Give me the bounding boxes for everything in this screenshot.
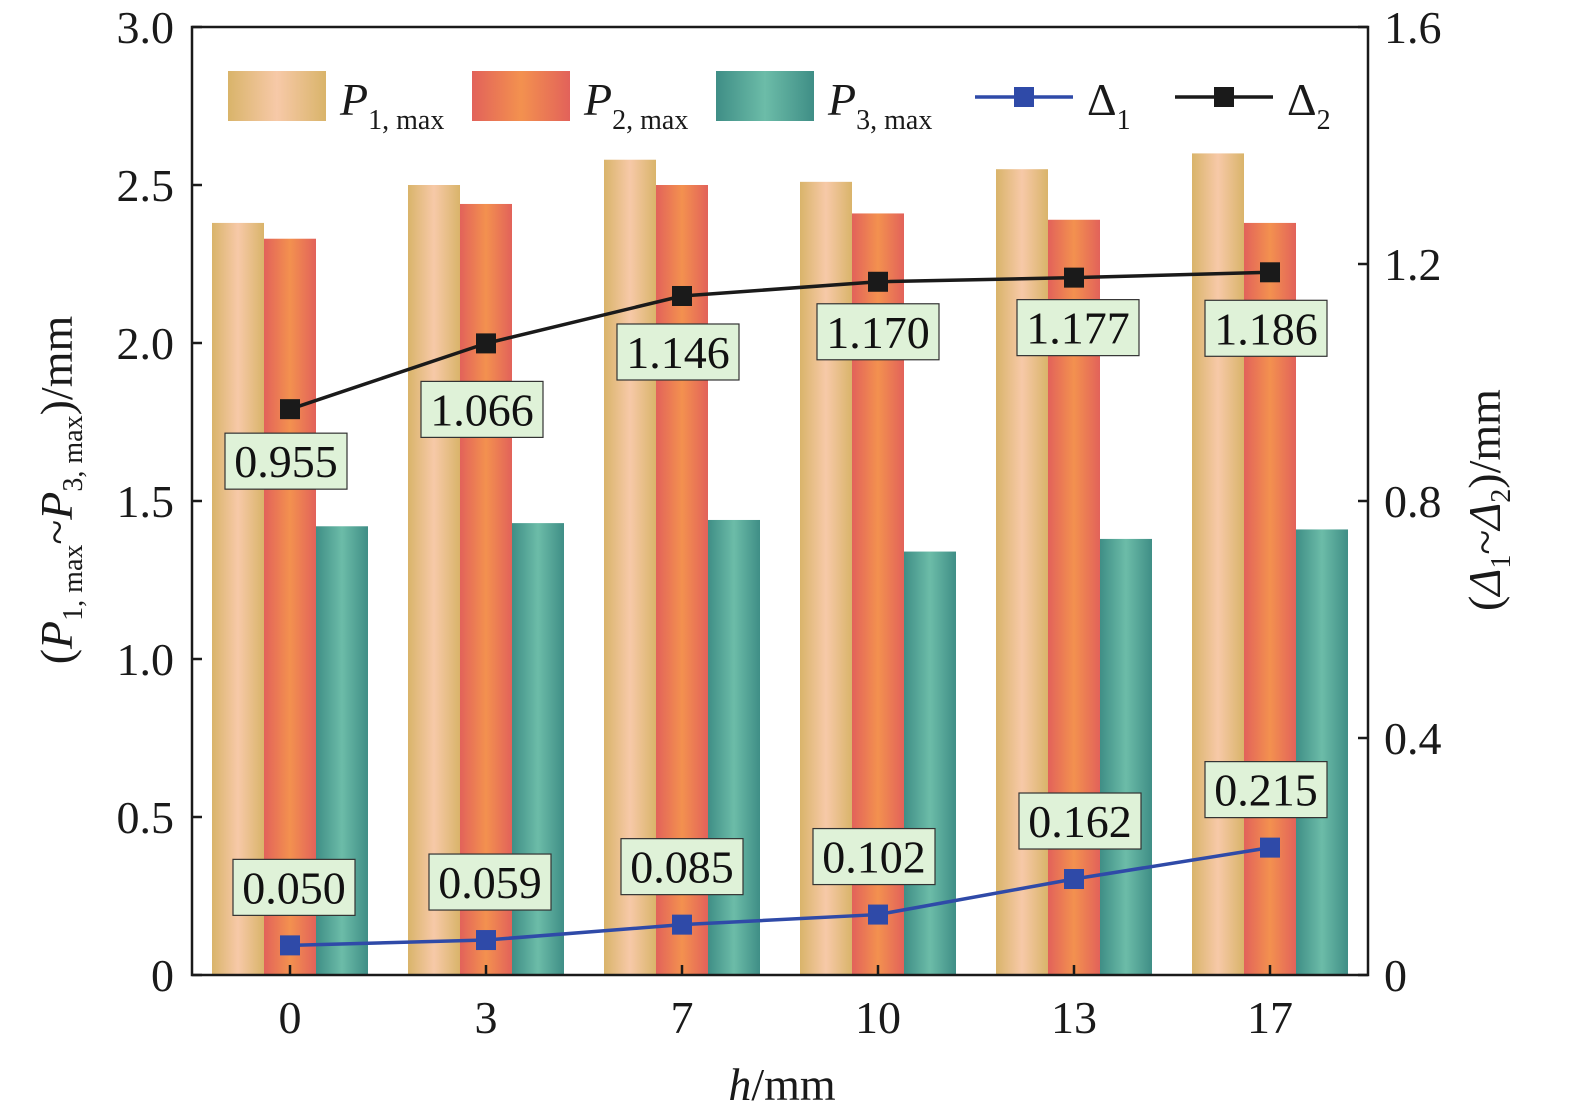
- plot-frame: [192, 27, 1368, 975]
- marker-delta1-h7: [672, 915, 692, 935]
- legend-label: Δ1: [1087, 74, 1131, 136]
- data-label-delta1-h7: 0.085: [621, 839, 743, 895]
- x-tick-label: 7: [671, 992, 694, 1043]
- data-label-delta2-h17: 1.186: [1205, 300, 1327, 356]
- y-right-d1: Δ: [1459, 569, 1510, 598]
- data-label-text: 1.186: [1214, 303, 1318, 354]
- marker-delta1-h0: [280, 935, 300, 955]
- data-label-delta1-h13: 0.162: [1019, 793, 1141, 849]
- data-label-delta2-h0: 0.955: [225, 433, 347, 489]
- legend-item-line2: Δ2: [1175, 74, 1331, 136]
- legend-item-line1: Δ1: [975, 74, 1131, 136]
- legend-marker: [1014, 87, 1034, 107]
- chart: 0.050 0.059 0.085 0.102 0.162 0.215 0.955 1.066…: [0, 0, 1575, 1117]
- y-left-p3: P: [31, 492, 82, 521]
- data-label-delta1-h0: 0.050: [233, 859, 355, 915]
- bar-series3-h17: [1296, 529, 1348, 975]
- data-label-text: 0.059: [438, 857, 542, 908]
- y-axis-left-title: (P1, max~P3, max)/mm: [31, 316, 89, 665]
- y-right-tick-label: 1.2: [1384, 239, 1442, 290]
- marker-delta1-h10: [868, 905, 888, 925]
- data-label-text: 1.170: [826, 307, 930, 358]
- marker-delta2-h3: [476, 333, 496, 353]
- legend-marker: [1214, 87, 1234, 107]
- data-label-delta2-h10: 1.170: [817, 304, 939, 360]
- data-label-delta1-h10: 0.102: [813, 829, 935, 885]
- data-label-text: 0.050: [242, 862, 346, 913]
- marker-delta2-h17: [1260, 262, 1280, 282]
- legend-item-bar2: P2, max: [472, 71, 688, 136]
- legend-item-bar1: P1, max: [228, 71, 444, 136]
- x-axis-title-var: h: [728, 1059, 751, 1110]
- data-label-text: 0.955: [234, 436, 338, 487]
- legend-swatch: [472, 71, 570, 121]
- y-left-tick-label: 3.0: [117, 2, 175, 53]
- legend-label: P2, max: [583, 74, 688, 136]
- x-tick-label: 10: [855, 992, 901, 1043]
- y-right-d1-sub: 1: [1486, 555, 1517, 569]
- data-label-text: 1.066: [430, 384, 534, 435]
- y-right-open: (: [1459, 596, 1510, 611]
- data-label-delta2-h3: 1.066: [421, 381, 543, 437]
- x-axis-title-unit: /mm: [751, 1059, 836, 1110]
- marker-delta2-h0: [280, 399, 300, 419]
- data-label-delta2-h7: 1.146: [617, 324, 739, 380]
- bars-layer: [212, 153, 1348, 975]
- legend-label: Δ2: [1287, 74, 1331, 136]
- data-label-delta2-h13: 1.177: [1017, 300, 1139, 356]
- y-right-tick-label: 0.8: [1384, 476, 1442, 527]
- marker-delta2-h10: [868, 272, 888, 292]
- bar-series3-h13: [1100, 539, 1152, 975]
- data-label-text: 1.146: [626, 327, 730, 378]
- y-left-tick-label: 2.5: [117, 160, 175, 211]
- data-label-text: 0.215: [1214, 765, 1318, 816]
- y-right-close: )/mm: [1459, 389, 1510, 489]
- marker-delta1-h13: [1064, 869, 1084, 889]
- data-label-text: 0.085: [630, 842, 734, 893]
- data-label-delta1-h17: 0.215: [1205, 762, 1327, 818]
- bar-series3-h10: [904, 552, 956, 975]
- y-left-open: (: [31, 649, 82, 664]
- data-labels-layer: 0.050 0.059 0.085 0.102 0.162 0.215 0.955 1.066…: [225, 300, 1327, 916]
- data-label-text: 0.102: [822, 832, 926, 883]
- legend-swatch: [716, 71, 814, 121]
- y-left-tick-label: 0: [151, 950, 174, 1001]
- y-right-d2: Δ: [1459, 503, 1510, 532]
- y-right-tick-label: 0.4: [1384, 713, 1442, 764]
- y-left-close: )/mm: [31, 316, 82, 416]
- y-left-p3-sub: 3, max: [58, 415, 89, 491]
- y-left-tilde: ~: [31, 520, 82, 545]
- y-right-tick-label: 0: [1384, 950, 1407, 1001]
- y-left-p1-sub: 1, max: [58, 545, 89, 621]
- legend: P1, max P2, max P3, max Δ1 Δ2: [228, 71, 1331, 136]
- x-tick-label: 0: [279, 992, 302, 1043]
- marker-delta1-h3: [476, 930, 496, 950]
- y-left-tick-label: 1.0: [117, 634, 175, 685]
- data-label-text: 0.162: [1028, 796, 1132, 847]
- legend-item-bar3: P3, max: [716, 71, 932, 136]
- bar-series1-h13: [996, 169, 1048, 975]
- legend-label: P1, max: [339, 74, 444, 136]
- y-left-tick-label: 1.5: [117, 476, 175, 527]
- data-label-text: 1.177: [1026, 303, 1130, 354]
- data-label-delta1-h3: 0.059: [429, 854, 551, 910]
- y-left-tick-label: 0.5: [117, 792, 175, 843]
- y-left-tick-label: 2.0: [117, 318, 175, 369]
- y-right-tilde: ~: [1459, 530, 1510, 555]
- y-right-tick-label: 1.6: [1384, 2, 1442, 53]
- y-axis-right-title: (Δ1~Δ2)/mm: [1459, 389, 1517, 611]
- x-tick-label: 3: [475, 992, 498, 1043]
- x-axis-title: h/mm: [728, 1059, 836, 1110]
- marker-delta2-h7: [672, 286, 692, 306]
- y-right-d2-sub: 2: [1486, 489, 1517, 503]
- x-tick-label: 17: [1247, 992, 1293, 1043]
- bar-series3-h7: [708, 520, 760, 975]
- marker-delta2-h13: [1064, 268, 1084, 288]
- y-left-p1: P: [31, 621, 82, 650]
- marker-delta1-h17: [1260, 838, 1280, 858]
- legend-swatch: [228, 71, 326, 121]
- x-tick-label: 13: [1051, 992, 1097, 1043]
- legend-label: P3, max: [827, 74, 932, 136]
